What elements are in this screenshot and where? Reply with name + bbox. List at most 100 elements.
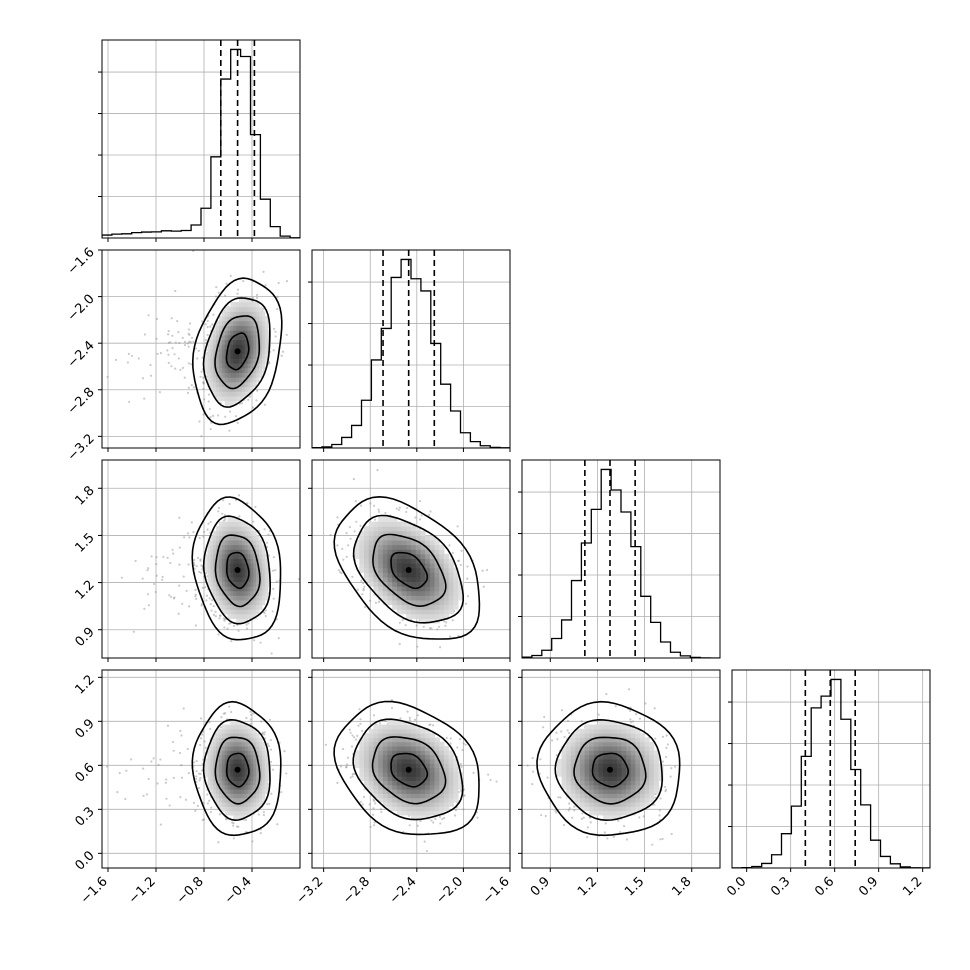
density-cell bbox=[378, 540, 384, 546]
sample-point bbox=[420, 514, 423, 517]
density-cell bbox=[429, 613, 436, 619]
density-cell bbox=[439, 572, 445, 578]
sample-point bbox=[186, 532, 190, 535]
sample-point bbox=[259, 641, 262, 644]
density-cell bbox=[411, 572, 417, 578]
sample-point bbox=[232, 821, 235, 825]
density-cell bbox=[378, 567, 384, 573]
density-cell bbox=[216, 728, 220, 734]
density-cell bbox=[247, 339, 251, 345]
sample-point bbox=[355, 520, 358, 523]
density-cell bbox=[227, 758, 231, 764]
density-cell bbox=[425, 609, 431, 615]
sample-point bbox=[399, 717, 402, 720]
sample-point bbox=[275, 618, 278, 621]
panel-content bbox=[312, 460, 510, 658]
density-cell bbox=[253, 572, 257, 578]
density-cell bbox=[425, 586, 431, 592]
density-cell bbox=[253, 590, 257, 596]
density-cell bbox=[241, 576, 246, 583]
density-cell bbox=[207, 771, 211, 777]
y-tick-label: −1.6 bbox=[65, 245, 98, 278]
density-cell bbox=[443, 576, 450, 583]
sample-point bbox=[240, 402, 244, 405]
sample-point bbox=[449, 737, 452, 740]
density-cell bbox=[378, 590, 384, 596]
density-cell bbox=[247, 334, 251, 341]
density-cell bbox=[415, 609, 421, 615]
density-cell bbox=[210, 381, 214, 388]
y-tick-label: −2.4 bbox=[65, 338, 98, 371]
density-cell bbox=[256, 306, 260, 312]
density-cell bbox=[247, 535, 251, 541]
density-cell bbox=[227, 330, 231, 336]
density-cell bbox=[241, 306, 246, 312]
density-cell bbox=[411, 567, 417, 573]
density-cell bbox=[210, 581, 214, 587]
sample-point bbox=[226, 627, 229, 630]
density-cell bbox=[233, 377, 237, 383]
sample-point bbox=[168, 804, 171, 807]
density-cell bbox=[213, 572, 217, 578]
density-cell bbox=[420, 558, 426, 564]
density-cell bbox=[250, 806, 254, 812]
sample-point bbox=[200, 604, 203, 607]
sample-point bbox=[203, 818, 206, 821]
density-cell bbox=[221, 741, 226, 747]
y-tick-label: 1.2 bbox=[72, 578, 97, 603]
density-cell bbox=[236, 516, 240, 523]
density-cell bbox=[207, 581, 211, 587]
density-cell bbox=[227, 741, 231, 747]
density-cell bbox=[210, 590, 214, 596]
sample-point bbox=[347, 544, 350, 547]
density-cell bbox=[219, 576, 223, 583]
sample-point bbox=[376, 469, 379, 472]
sample-point bbox=[416, 645, 419, 648]
density-cell bbox=[236, 526, 240, 532]
density-cell bbox=[373, 521, 379, 527]
density-peak bbox=[405, 567, 412, 573]
sample-point bbox=[146, 569, 149, 572]
sample-point bbox=[155, 556, 158, 559]
density-cell bbox=[239, 549, 243, 555]
density-cell bbox=[216, 391, 220, 397]
density-cell bbox=[213, 797, 217, 803]
sample-point bbox=[297, 578, 300, 581]
density-cell bbox=[241, 814, 246, 820]
density-cell bbox=[230, 358, 234, 364]
sample-point bbox=[159, 352, 163, 355]
sample-point bbox=[224, 712, 227, 715]
density-cell bbox=[250, 604, 254, 610]
density-cell bbox=[406, 590, 412, 596]
density-cell bbox=[420, 590, 426, 596]
sample-point bbox=[200, 435, 203, 438]
density-cell bbox=[236, 789, 240, 794]
density-cell bbox=[216, 737, 220, 743]
density-cell bbox=[415, 590, 421, 596]
density-cell bbox=[204, 558, 209, 564]
contour-level-2 bbox=[202, 297, 271, 408]
y-tick-label: 0.9 bbox=[72, 625, 97, 650]
density-cell bbox=[253, 784, 257, 790]
density-cell bbox=[227, 737, 231, 743]
density-cell bbox=[401, 590, 407, 596]
sample-point bbox=[238, 515, 241, 518]
sample-point bbox=[268, 718, 272, 721]
density-cell bbox=[420, 549, 426, 555]
density-cell bbox=[434, 576, 440, 583]
density-cell bbox=[247, 381, 251, 388]
density-cell bbox=[216, 530, 220, 536]
density-cell bbox=[241, 367, 246, 373]
sample-point bbox=[237, 825, 240, 828]
density-cell bbox=[230, 353, 234, 359]
density-cell bbox=[230, 576, 234, 583]
histogram-steps bbox=[102, 48, 300, 238]
density-cell bbox=[230, 400, 234, 406]
density-cell bbox=[256, 367, 260, 373]
density-cell bbox=[364, 549, 370, 555]
density-cell bbox=[241, 613, 246, 619]
density-cell bbox=[420, 553, 426, 559]
density-cell bbox=[259, 306, 263, 312]
sample-point bbox=[337, 569, 340, 572]
gridlines bbox=[312, 250, 510, 448]
